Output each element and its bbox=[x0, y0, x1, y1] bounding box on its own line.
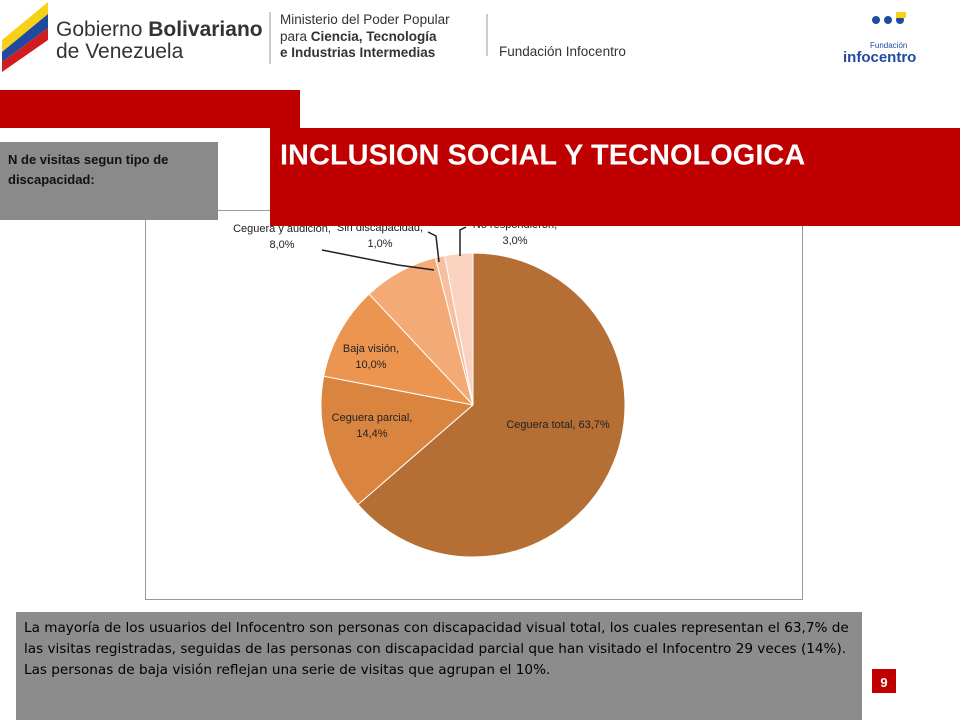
leader-line bbox=[427, 231, 440, 263]
slice-category: Ceguera total, bbox=[506, 419, 575, 431]
slice-value: 3,0% bbox=[502, 235, 527, 247]
slice-category: Baja visión, bbox=[343, 343, 399, 355]
slice-value: 63,7% bbox=[578, 419, 609, 431]
title-box bbox=[270, 128, 960, 226]
pie-slice bbox=[357, 252, 626, 558]
ministry-text: para bbox=[280, 29, 311, 44]
logo: Fundación infocentro bbox=[843, 12, 916, 66]
slide-title: INCLUSION SOCIAL Y TECNOLOGICA bbox=[280, 140, 805, 172]
slice-label: Ceguera total, 63,7% bbox=[506, 419, 610, 431]
ministry-text-bold: Ciencia, Tecnología bbox=[311, 29, 437, 44]
pie-slice bbox=[323, 293, 475, 406]
ministry: para Ciencia, Tecnología bbox=[280, 29, 437, 44]
logo-big: infocentro bbox=[843, 49, 916, 66]
slice-value: 10,0% bbox=[355, 359, 386, 371]
gov-text-bold: Bolivariano bbox=[148, 18, 262, 41]
gov-name-2: de Venezuela bbox=[56, 40, 184, 63]
gov-name: Gobierno Bolivariano bbox=[56, 18, 263, 41]
ministry: e Industrias Intermedias bbox=[280, 45, 435, 60]
flag-blue bbox=[2, 14, 48, 62]
gov-text: Gobierno bbox=[56, 18, 148, 41]
slice-value: 1,0% bbox=[367, 238, 392, 250]
leader-line bbox=[321, 249, 435, 271]
header: Gobierno Bolivariano de Venezuela Minist… bbox=[2, 2, 916, 72]
body-text: La mayoría de los usuarios del Infocentr… bbox=[16, 612, 862, 720]
logo-small: Fundación bbox=[870, 41, 907, 50]
side-label: N de visitas segun tipo de discapacidad: bbox=[0, 142, 218, 220]
slice-value: 14,4% bbox=[356, 428, 387, 440]
page-number: 9 bbox=[870, 667, 898, 695]
leader-line bbox=[459, 226, 467, 256]
flag-yellow bbox=[2, 2, 48, 52]
flag-red bbox=[2, 28, 48, 72]
red-bar bbox=[0, 90, 300, 128]
ministry: Ministerio del Poder Popular bbox=[280, 12, 450, 27]
foundation: Fundación Infocentro bbox=[499, 44, 626, 59]
slice-value: 8,0% bbox=[269, 239, 294, 251]
pie-slice bbox=[320, 375, 475, 506]
slice-category: Ceguera parcial, bbox=[332, 412, 413, 424]
